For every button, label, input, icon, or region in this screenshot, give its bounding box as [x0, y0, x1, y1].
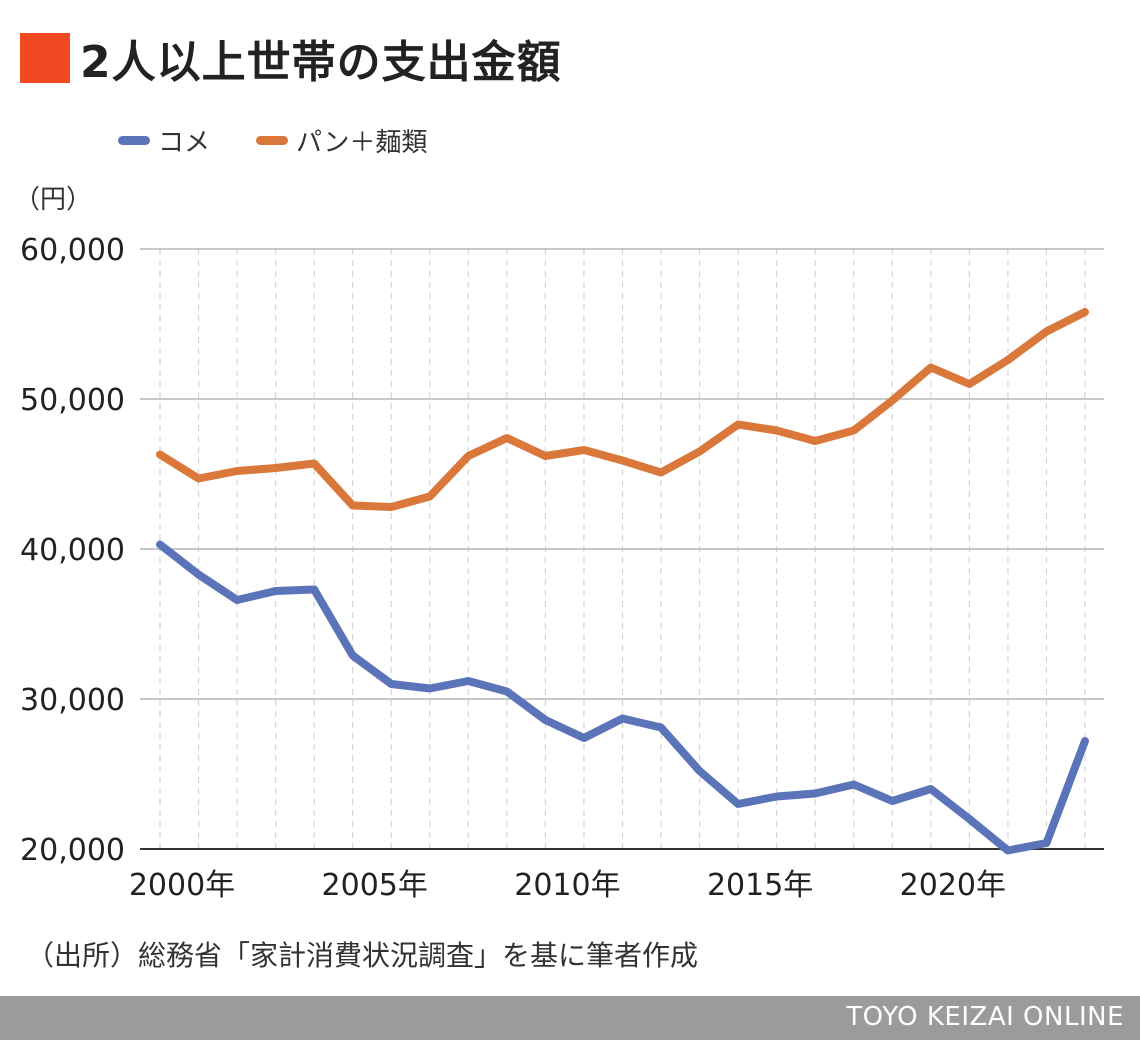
- rice-series-line: [156, 540, 1089, 855]
- x-tick-label: 2010年: [514, 868, 620, 903]
- x-tick-label: 2020年: [900, 868, 1006, 903]
- y-unit-label: （円）: [14, 185, 92, 215]
- title-marker: [20, 33, 70, 83]
- legend-swatch-rice: [118, 135, 150, 145]
- x-tick-label: 2015年: [707, 868, 813, 903]
- legend-item-bread: パン＋麺類: [256, 122, 427, 159]
- legend-item-rice: コメ: [118, 122, 210, 159]
- y-tick-label: 20,000: [20, 833, 125, 868]
- footer-bar: TOYO KEIZAI ONLINE: [0, 996, 1140, 1040]
- legend-label-bread: パン＋麺類: [296, 127, 428, 158]
- source-note: （出所）総務省「家計消費状況調査」を基に筆者作成: [26, 939, 699, 972]
- y-tick-label: 30,000: [20, 683, 125, 718]
- title-text: 2人以上世帯の支出金額: [80, 37, 562, 88]
- chart-title: 2人以上世帯の支出金額: [20, 30, 562, 88]
- y-tick-label: 60,000: [20, 233, 125, 268]
- legend-label-rice: コメ: [158, 127, 211, 158]
- legend-swatch-bread: [256, 135, 289, 145]
- footer-brand: TOYO KEIZAI ONLINE: [846, 1002, 1124, 1032]
- x-tick-label: 2000年: [129, 868, 235, 903]
- y-tick-label: 40,000: [20, 533, 125, 568]
- y-tick-label: 50,000: [20, 383, 125, 418]
- bread-series-line: [156, 308, 1089, 511]
- x-tick-label: 2005年: [322, 868, 428, 903]
- line-chart: （円） 20,000 30,000 40,000 50,000 60,000 2000年…: [14, 185, 1104, 903]
- legend: コメ パン＋麺類: [118, 122, 473, 158]
